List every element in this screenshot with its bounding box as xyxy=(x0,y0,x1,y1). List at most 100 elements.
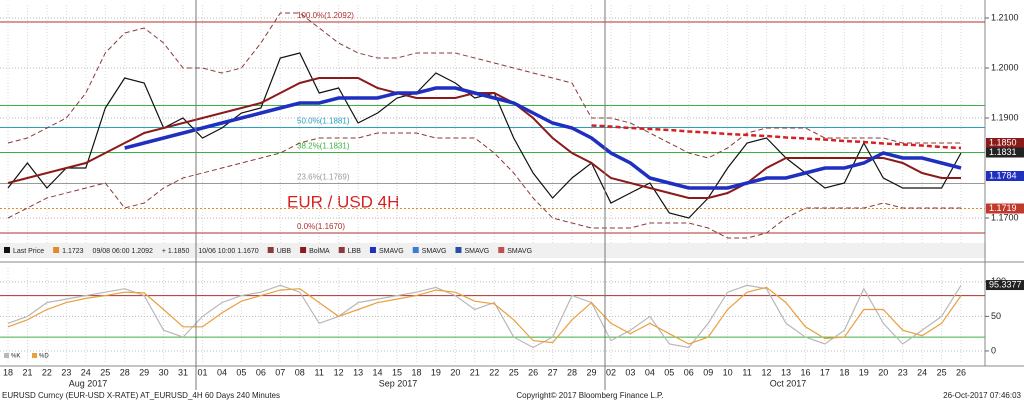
x-tick-label: 29 xyxy=(139,367,149,377)
value-badge-label: 1.1719 xyxy=(989,203,1017,213)
value-badge xyxy=(986,280,1024,291)
legend-swatch xyxy=(412,247,419,253)
legend-swatch xyxy=(338,247,345,253)
chart-annotation: EUR / USD 4H xyxy=(287,192,399,211)
footer-center: Copyright© 2017 Bloomberg Finance L.P. xyxy=(516,391,663,400)
value-badge xyxy=(986,147,1024,158)
x-tick-label: 29 xyxy=(586,367,596,377)
legend-strip xyxy=(0,243,986,258)
legend-swatch xyxy=(455,247,462,253)
x-tick-label: 16 xyxy=(800,367,810,377)
x-tick-label: 12 xyxy=(334,367,344,377)
month-label: Sep 2017 xyxy=(379,378,418,388)
x-tick-label: 06 xyxy=(684,367,694,377)
x-tick-label: 02 xyxy=(606,367,616,377)
level-label: 38.2%(1.1831) xyxy=(297,142,350,151)
x-tick-label: 18 xyxy=(839,367,849,377)
x-tick-label: 25 xyxy=(509,367,519,377)
legend-label: SMAVG xyxy=(379,248,404,255)
x-tick-label: 26 xyxy=(956,367,966,377)
x-tick-label: 14 xyxy=(373,367,383,377)
y-tick-label: 50 xyxy=(991,311,1001,321)
x-tick-label: 11 xyxy=(742,367,751,377)
x-tick-label: 12 xyxy=(762,367,772,377)
x-tick-label: 09 xyxy=(703,367,713,377)
osc-legend-swatch xyxy=(32,353,37,358)
x-tick-label: 19 xyxy=(859,367,869,377)
x-tick-label: 04 xyxy=(217,367,227,377)
value-badge-label: 1.1850 xyxy=(989,137,1017,147)
x-tick-label: 13 xyxy=(781,367,791,377)
y-tick-label: 1.1900 xyxy=(991,112,1019,122)
x-tick-label: 05 xyxy=(664,367,674,377)
x-tick-label: 25 xyxy=(100,367,110,377)
osc-legend-label: %D xyxy=(39,354,49,360)
legend-label: SMAVG xyxy=(507,248,532,255)
level-label: 23.6%(1.1769) xyxy=(297,173,350,182)
series-line xyxy=(7,132,961,239)
x-tick-label: 30 xyxy=(159,367,169,377)
value-badge-label: 95.3377 xyxy=(989,279,1022,289)
level-label: 0.0%(1.1670) xyxy=(297,222,345,231)
x-tick-label: 11 xyxy=(315,367,324,377)
footer-right: 26-Oct-2017 07:46:03 xyxy=(943,391,1021,400)
y-tick-label: 1.2000 xyxy=(991,62,1019,72)
x-tick-label: 05 xyxy=(236,367,246,377)
y-tick-label: 1.2100 xyxy=(991,12,1019,22)
x-tick-label: 10 xyxy=(723,367,733,377)
x-tick-label: 15 xyxy=(392,367,402,377)
x-tick-label: 28 xyxy=(120,367,130,377)
legend-swatch xyxy=(53,247,60,253)
value-badge xyxy=(986,203,1024,214)
legend-label: 10/06 10:00 1.1670 xyxy=(198,248,258,255)
x-tick-label: 18 xyxy=(411,367,421,377)
legend-label: Last Price xyxy=(13,248,44,255)
value-badge xyxy=(986,138,1024,148)
legend-swatch xyxy=(498,247,505,253)
legend-swatch xyxy=(4,247,10,253)
legend-label: BolMA xyxy=(309,248,330,255)
x-tick-label: 24 xyxy=(917,367,927,377)
legend-label: 1.1723 xyxy=(62,248,84,255)
y-tick-label: 1.1700 xyxy=(991,212,1019,222)
x-tick-label: 07 xyxy=(275,367,285,377)
x-tick-label: 01 xyxy=(197,367,207,377)
legend-label: + 1.1850 xyxy=(162,248,190,255)
series-line xyxy=(591,124,962,150)
x-tick-label: 23 xyxy=(898,367,908,377)
series-line xyxy=(7,284,962,349)
x-tick-label: 24 xyxy=(81,367,91,377)
month-label: Aug 2017 xyxy=(69,378,108,388)
y-tick-label: 0 xyxy=(991,345,996,355)
x-tick-label: 13 xyxy=(353,367,363,377)
legend-swatch xyxy=(267,247,274,253)
x-tick-label: 25 xyxy=(937,367,947,377)
value-badge xyxy=(986,171,1024,181)
x-tick-label: 21 xyxy=(470,367,480,377)
x-tick-label: 21 xyxy=(22,367,32,377)
x-tick-label: 26 xyxy=(528,367,538,377)
legend-label: SMAVG xyxy=(464,248,489,255)
value-badge-label: 1.1784 xyxy=(989,170,1017,180)
legend-label: SMAVG xyxy=(422,248,447,255)
x-tick-label: 19 xyxy=(431,367,441,377)
legend-label: LBB xyxy=(348,248,362,255)
legend-swatch xyxy=(300,247,307,253)
x-tick-label: 23 xyxy=(61,367,71,377)
value-badge-label: 1.1831 xyxy=(989,147,1017,157)
footer-left: EURUSD Curncy (EUR-USD X-RATE) AT_EURUSD… xyxy=(2,391,280,400)
x-tick-label: 08 xyxy=(295,367,305,377)
osc-legend-swatch xyxy=(4,353,9,358)
x-tick-label: 04 xyxy=(645,367,655,377)
x-tick-label: 03 xyxy=(625,367,635,377)
series-line xyxy=(7,286,962,345)
x-tick-label: 20 xyxy=(450,367,460,377)
month-label: Oct 2017 xyxy=(770,378,807,388)
x-tick-label: 06 xyxy=(256,367,266,377)
x-tick-label: 28 xyxy=(567,367,577,377)
legend-swatch xyxy=(369,247,376,253)
level-label: 50.0%(1.1881) xyxy=(297,117,350,126)
legend-label: UBB xyxy=(277,248,292,255)
